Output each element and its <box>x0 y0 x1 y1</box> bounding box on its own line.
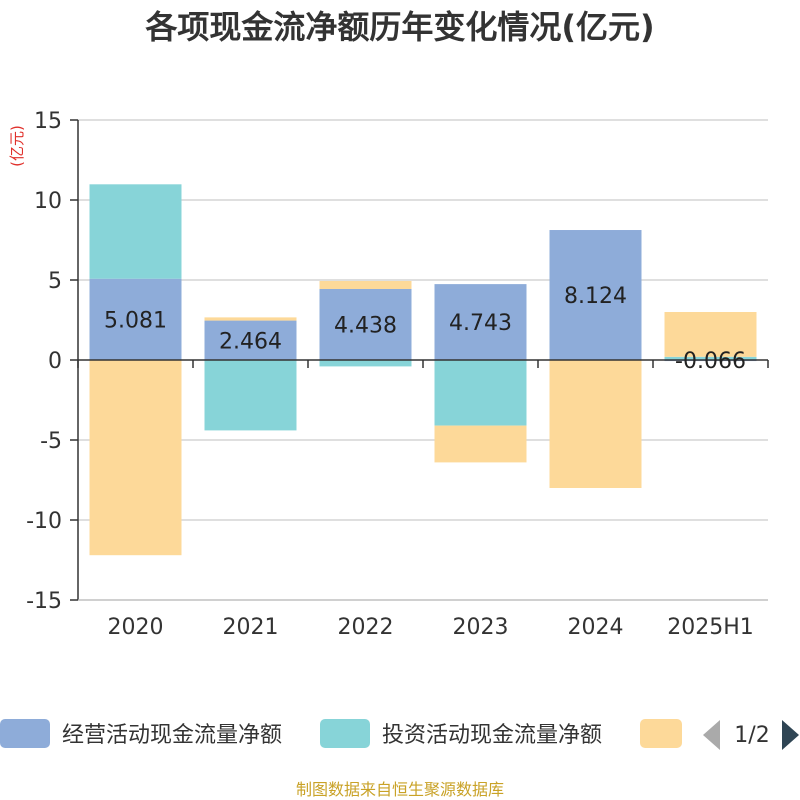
y-tick-label: 10 <box>34 189 62 214</box>
bars-layer <box>89 184 757 556</box>
bar-segment[interactable] <box>89 278 182 360</box>
bar-segment[interactable] <box>319 360 412 367</box>
y-tick-label: 15 <box>34 109 62 134</box>
legend-swatch-operating <box>0 719 50 748</box>
y-tick-label: 0 <box>48 349 62 374</box>
legend-item-investing[interactable]: 投资活动现金流量净额 <box>320 719 602 748</box>
y-tick-label: -10 <box>26 509 62 534</box>
data-label: -0.066 <box>675 349 746 374</box>
triangle-left-icon[interactable] <box>703 720 720 750</box>
data-label: 4.438 <box>334 313 397 338</box>
y-tick-label: 5 <box>48 269 62 294</box>
legend-label-operating: 经营活动现金流量净额 <box>62 723 282 748</box>
x-tick-label: 2022 <box>338 615 394 640</box>
data-label: 4.743 <box>449 311 512 336</box>
bar-segment[interactable] <box>204 360 297 431</box>
legend-item-financing[interactable] <box>640 719 682 748</box>
bar-segment[interactable] <box>89 184 182 279</box>
y-axis-unit-label: (亿元) <box>8 125 26 167</box>
bar-segment[interactable] <box>664 356 757 360</box>
bar-segment[interactable] <box>89 360 182 556</box>
data-label: 5.081 <box>104 308 167 333</box>
y-tick-label: -15 <box>26 589 62 614</box>
axis-layer: 15 10 5 0 -5 -10 -15 2020 2021 2022 2023 2024 2025H1 <box>26 109 769 640</box>
legend-label-investing: 投资活动现金流量净额 <box>382 723 602 748</box>
legend-page-indicator: 1/2 <box>734 723 769 748</box>
triangle-right-icon[interactable] <box>782 720 799 750</box>
legend-swatch-investing <box>320 719 370 748</box>
bar-segment[interactable] <box>549 360 642 488</box>
legend-item-operating[interactable]: 经营活动现金流量净额 <box>0 719 282 748</box>
bar-segment[interactable] <box>434 360 527 426</box>
data-source-note: 制图数据来自恒生聚源数据库 <box>296 780 504 799</box>
bar-segment[interactable] <box>204 320 297 360</box>
x-tick-label: 2020 <box>108 615 164 640</box>
legend-swatch-financing <box>640 719 682 748</box>
x-tick-label: 2024 <box>568 615 624 640</box>
data-label: 2.464 <box>219 329 282 354</box>
data-label: 8.124 <box>564 284 627 309</box>
bar-segment[interactable] <box>549 230 642 360</box>
bar-segment[interactable] <box>319 288 412 360</box>
x-tick-label: 2025H1 <box>667 615 754 640</box>
x-tick-label: 2021 <box>223 615 279 640</box>
bar-segment[interactable] <box>204 317 297 321</box>
y-tick-label: -5 <box>40 429 62 454</box>
bar-segment[interactable] <box>319 280 412 289</box>
bar-segment[interactable] <box>664 312 757 357</box>
bar-segment[interactable] <box>434 425 527 463</box>
data-labels-layer: 5.081 2.464 4.438 4.743 8.124 -0.066 <box>104 284 746 374</box>
chart-title: 各项现金流净额历年变化情况(亿元) <box>145 8 654 46</box>
bar-segment[interactable] <box>434 284 527 360</box>
legend: 经营活动现金流量净额 投资活动现金流量净额 1/2 <box>0 719 799 750</box>
x-tick-label: 2023 <box>453 615 509 640</box>
